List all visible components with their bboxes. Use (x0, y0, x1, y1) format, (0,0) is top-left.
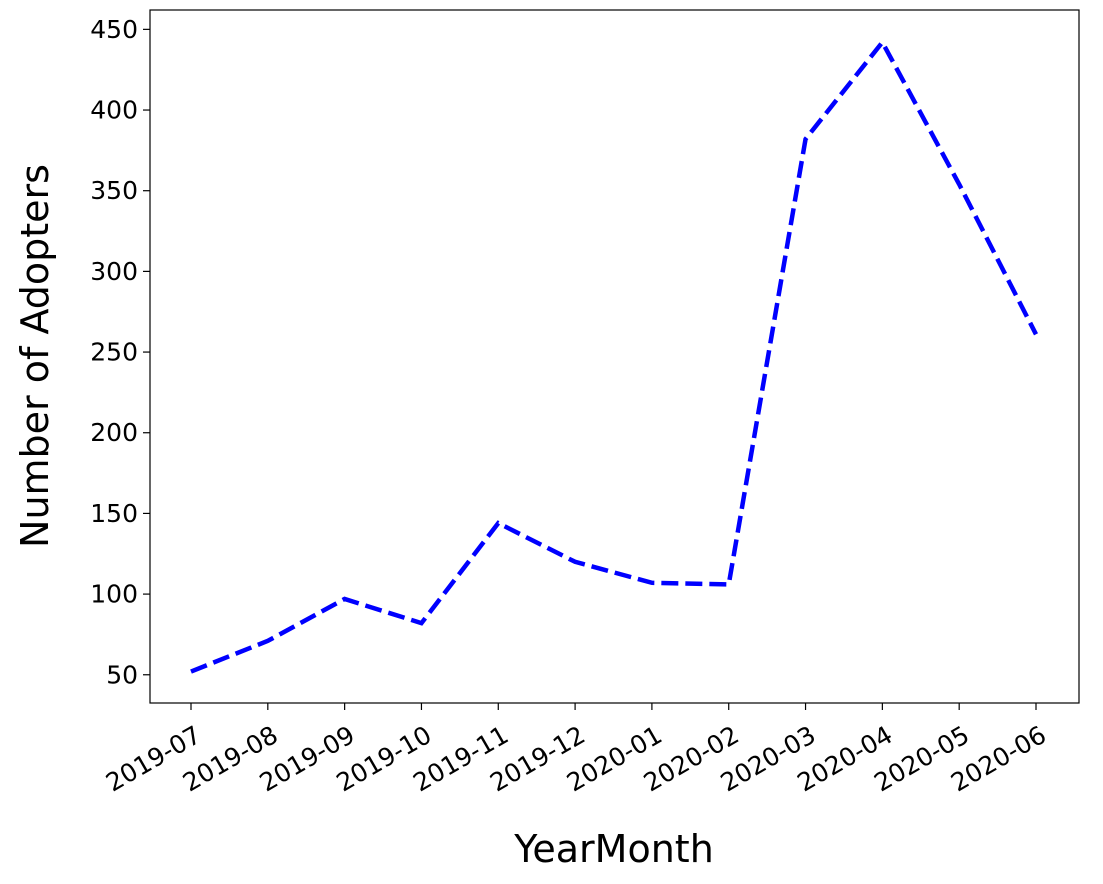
plot-area (150, 10, 1079, 703)
y-tick-label: 100 (90, 580, 138, 609)
x-axis: 2019-072019-082019-092019-102019-112019-… (101, 703, 1051, 797)
y-tick-label: 50 (106, 660, 138, 689)
x-axis-title: YearMonth (513, 827, 714, 871)
y-tick-label: 150 (90, 499, 138, 528)
y-tick-label: 450 (90, 15, 138, 44)
y-tick-label: 400 (90, 96, 138, 125)
y-axis: 50 100 150 200 250 300 350 400 450 (90, 15, 150, 689)
y-tick-label: 350 (90, 176, 138, 205)
y-tick-label: 200 (90, 418, 138, 447)
y-tick-label: 300 (90, 257, 138, 286)
y-axis-title: Number of Adopters (13, 164, 57, 548)
y-tick-label: 250 (90, 338, 138, 367)
